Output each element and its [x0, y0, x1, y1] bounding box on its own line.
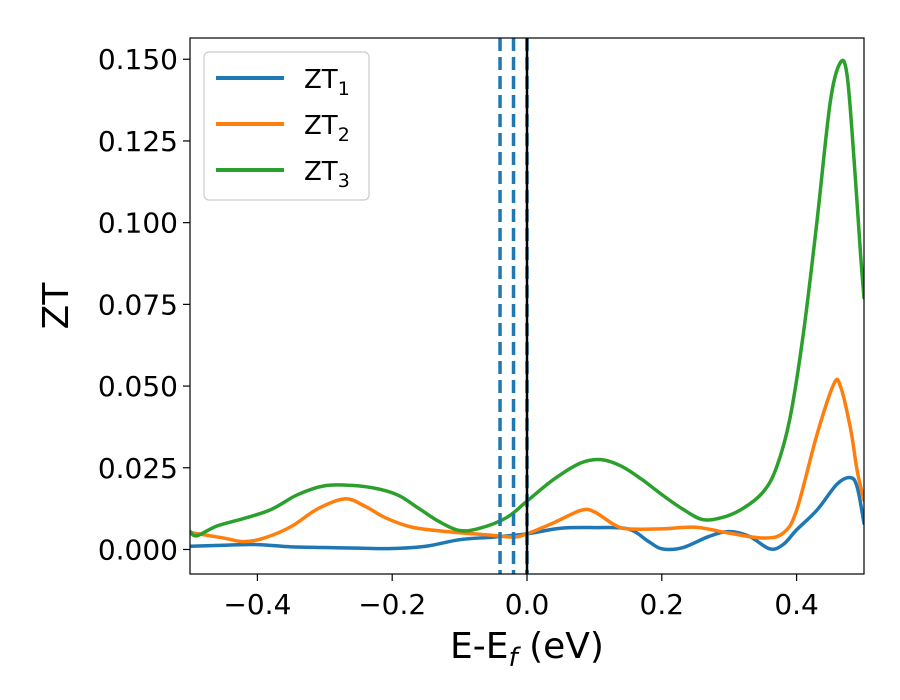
x-axis-title: E-Ef (eV)	[450, 626, 604, 673]
x-tick-label: 0.2	[640, 588, 685, 621]
legend-label-zt2: ZT2	[304, 111, 350, 146]
legend-label-zt3: ZT3	[304, 157, 350, 192]
y-tick-label: 0.050	[98, 370, 178, 403]
y-tick-label: 0.025	[98, 452, 178, 485]
y-tick-label: 0.000	[98, 533, 178, 566]
x-tick-label: 0.4	[774, 588, 819, 621]
x-tick-label: −0.4	[223, 588, 291, 621]
series-line-zt2	[190, 377, 864, 544]
x-tick-label: 0.0	[505, 588, 550, 621]
series-line-zt1	[190, 475, 864, 552]
legend-label-zt1: ZT1	[304, 65, 350, 100]
legend-box	[203, 51, 370, 201]
x-tick-label: −0.2	[358, 588, 426, 621]
y-axis-title: ZT	[36, 282, 77, 330]
series-line-zt3	[190, 58, 864, 538]
y-tick-label: 0.075	[98, 288, 178, 321]
y-tick-label: 0.100	[98, 207, 178, 240]
y-tick-label: 0.150	[98, 43, 178, 76]
y-tick-label: 0.125	[98, 125, 178, 158]
